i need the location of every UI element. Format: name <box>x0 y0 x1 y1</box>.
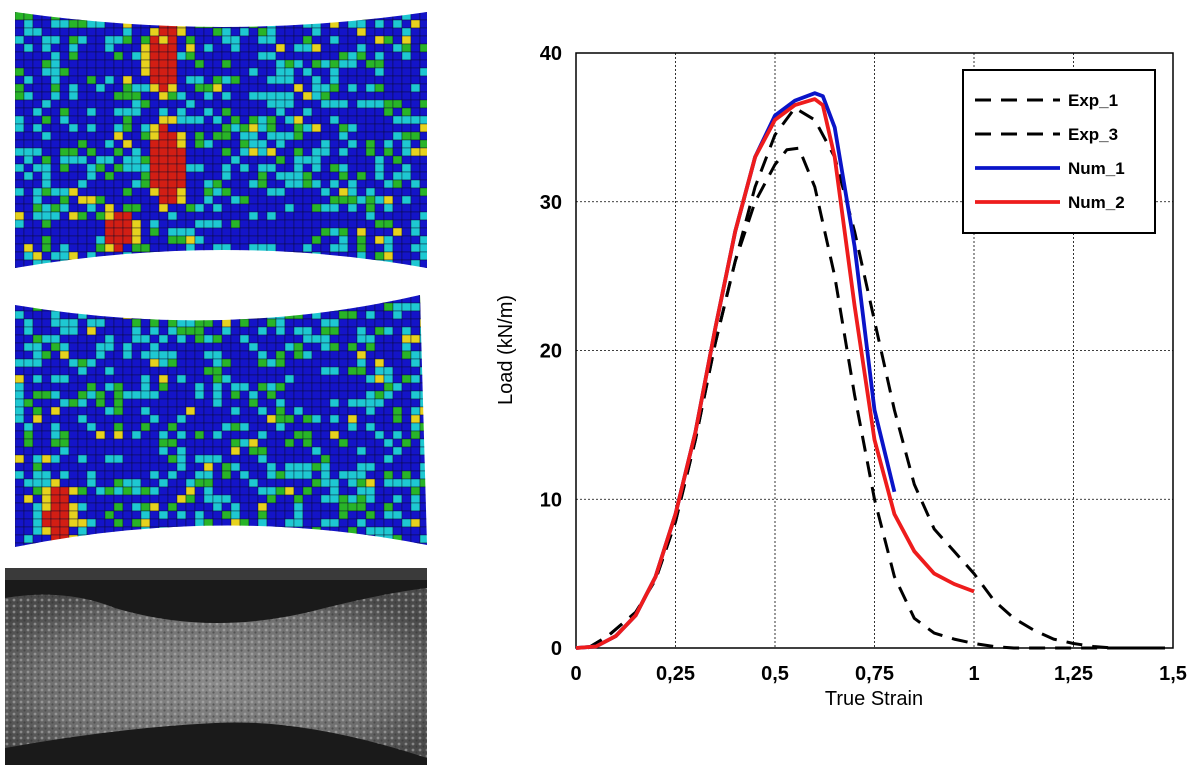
y-tick-label: 0 <box>551 638 562 660</box>
legend-label: Num_2 <box>1068 193 1125 212</box>
series-num-2 <box>575 97 975 650</box>
y-tick-label: 40 <box>540 43 562 65</box>
legend-box <box>962 69 1156 234</box>
plot-frame <box>575 52 1174 649</box>
x-tick-label: 0 <box>570 663 581 685</box>
x-tick-label: 1,25 <box>1054 663 1093 685</box>
mesh-mid-svg <box>15 295 427 547</box>
series-exp-3 <box>587 106 1165 650</box>
legend-label: Exp_1 <box>1068 91 1118 110</box>
legend: Exp_1 Exp_3 Num_1 Num_2 <box>962 69 1156 234</box>
specimen-photo <box>5 568 427 765</box>
x-axis-label: True Strain <box>825 688 923 710</box>
legend-label: Num_1 <box>1068 159 1125 178</box>
series-exp-1 <box>587 146 1165 650</box>
series-lines <box>575 91 1165 650</box>
tick-labels: 0 0,25 0,5 0,75 1 1,25 1,5 0 10 20 30 40 <box>540 43 1187 685</box>
x-tick-label: 0,75 <box>855 663 894 685</box>
fe-contour-mesh-top <box>15 12 435 272</box>
y-tick-label: 20 <box>540 341 562 363</box>
y-tick-label: 30 <box>540 192 562 214</box>
specimen-photo-svg <box>5 568 427 765</box>
y-tick-label: 10 <box>540 489 562 511</box>
x-tick-label: 0,25 <box>656 663 695 685</box>
legend-label: Exp_3 <box>1068 125 1118 144</box>
y-axis-label: Load (kN/m) <box>495 295 517 405</box>
chart-svg: 0 0,25 0,5 0,75 1 1,25 1,5 0 10 20 30 40 True Strai… <box>495 43 1187 710</box>
x-tick-label: 1,5 <box>1159 663 1187 685</box>
series-num-1 <box>575 91 897 650</box>
load-strain-chart: 0 0,25 0,5 0,75 1 1,25 1,5 0 10 20 30 40 True Strai… <box>480 20 1196 720</box>
mesh-top-svg <box>15 12 427 268</box>
fe-contour-mesh-bottom <box>15 295 435 550</box>
x-tick-label: 0,5 <box>761 663 789 685</box>
x-tick-label: 1 <box>968 663 979 685</box>
